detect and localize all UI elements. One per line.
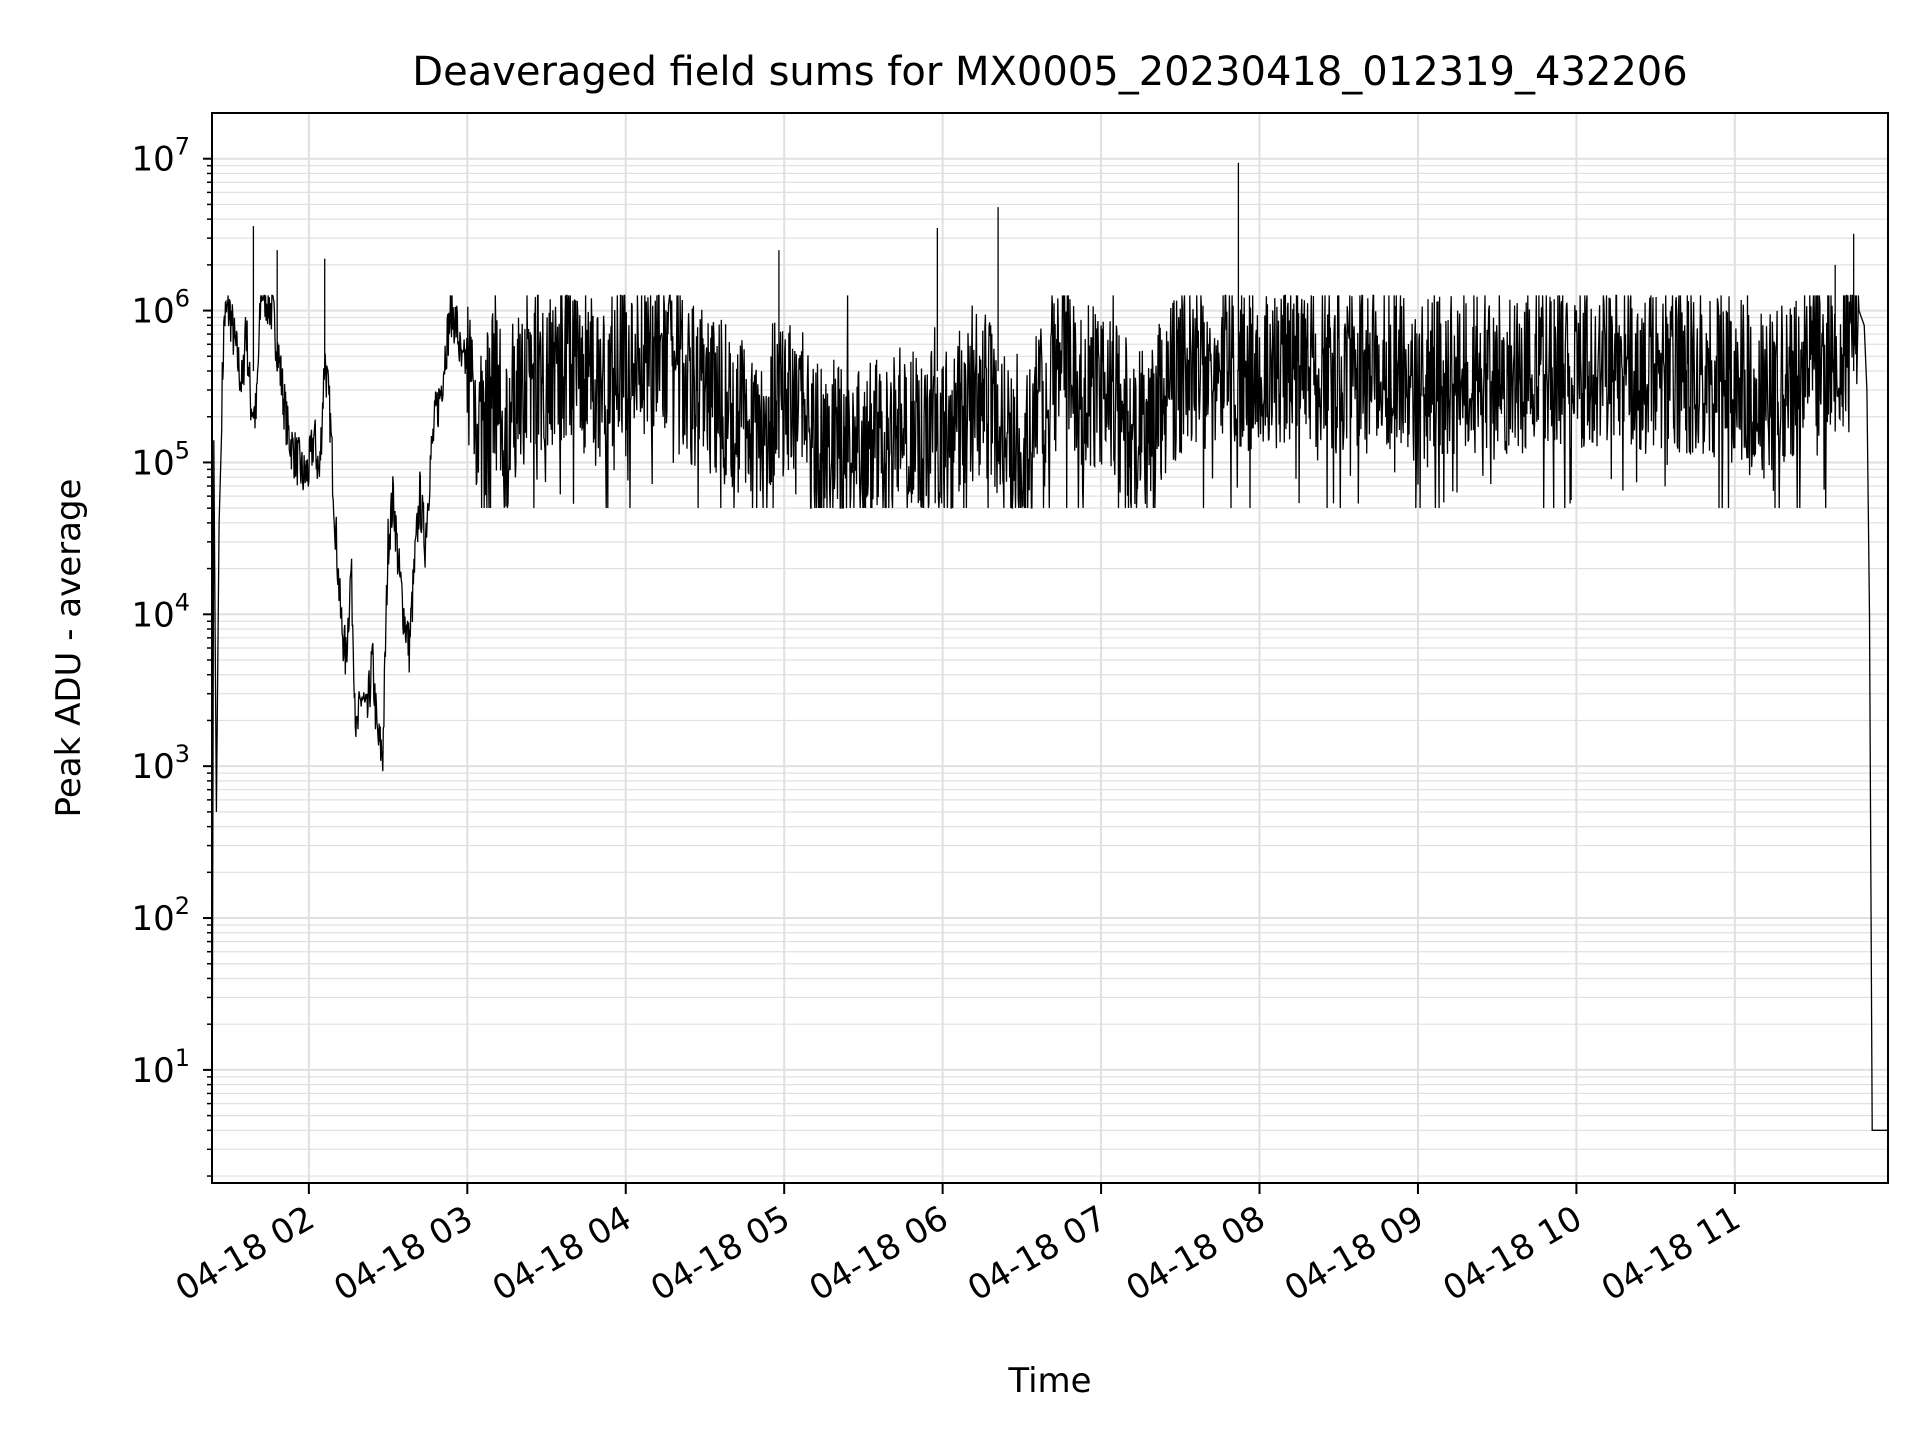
y-tick-label: 106 [131, 285, 190, 332]
x-tick-label: 04-18 08 [1120, 1198, 1272, 1309]
y-tick-label: 105 [131, 436, 190, 483]
y-tick-label: 102 [131, 892, 190, 939]
x-tick-label: 04-18 10 [1437, 1198, 1589, 1309]
x-tick-label: 04-18 07 [961, 1198, 1113, 1309]
x-tick-label: 04-18 09 [1278, 1198, 1430, 1309]
x-tick-label: 04-18 03 [327, 1198, 479, 1309]
x-tick-label: 04-18 06 [803, 1198, 955, 1309]
y-tick-label: 101 [131, 1044, 190, 1091]
x-axis-ticks: 04-18 02 04-18 03 04-18 04 04-18 05 04-18 06… [169, 1183, 1747, 1309]
y-axis-ticks: 101 102 103 104 105 106 107 [131, 133, 212, 1177]
y-tick-label: 103 [131, 740, 190, 787]
x-tick-label: 04-18 05 [644, 1198, 796, 1309]
x-tick-label: 04-18 02 [169, 1198, 321, 1309]
grid-layer [212, 113, 1888, 1183]
y-axis-label: Peak ADU - average [49, 479, 89, 818]
x-tick-label: 04-18 04 [486, 1198, 638, 1309]
data-layer [212, 162, 1888, 1183]
y-tick-label: 104 [131, 588, 190, 635]
x-axis-label: Time [1007, 1361, 1091, 1401]
chart-title: Deaveraged field sums for MX0005_2023041… [412, 49, 1687, 95]
series-line [212, 294, 1888, 1183]
y-tick-label: 107 [131, 133, 190, 180]
x-tick-label: 04-18 11 [1595, 1198, 1747, 1309]
